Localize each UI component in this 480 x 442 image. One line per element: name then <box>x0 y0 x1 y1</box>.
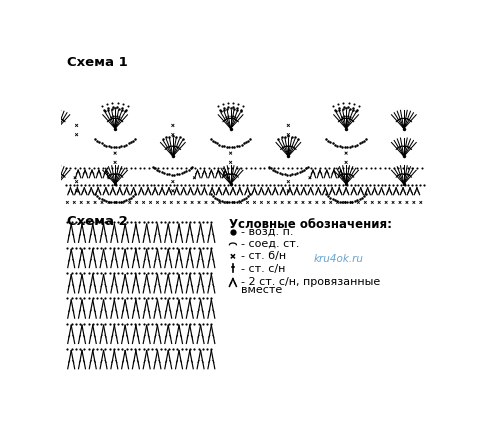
Text: вместе: вместе <box>241 285 283 295</box>
Text: Схема 2: Схема 2 <box>67 215 128 228</box>
Text: - соед. ст.: - соед. ст. <box>241 239 300 249</box>
Text: kru4ok.ru: kru4ok.ru <box>313 254 363 263</box>
Text: Условные обозначения:: Условные обозначения: <box>229 218 392 231</box>
Text: Схема 1: Схема 1 <box>67 56 128 69</box>
Text: - ст. б/н: - ст. б/н <box>241 251 287 261</box>
Text: - ст. с/н: - ст. с/н <box>241 263 286 274</box>
Text: - возд. п.: - возд. п. <box>241 227 294 236</box>
Text: - 2 ст. с/н, провязанные: - 2 ст. с/н, провязанные <box>241 277 381 287</box>
